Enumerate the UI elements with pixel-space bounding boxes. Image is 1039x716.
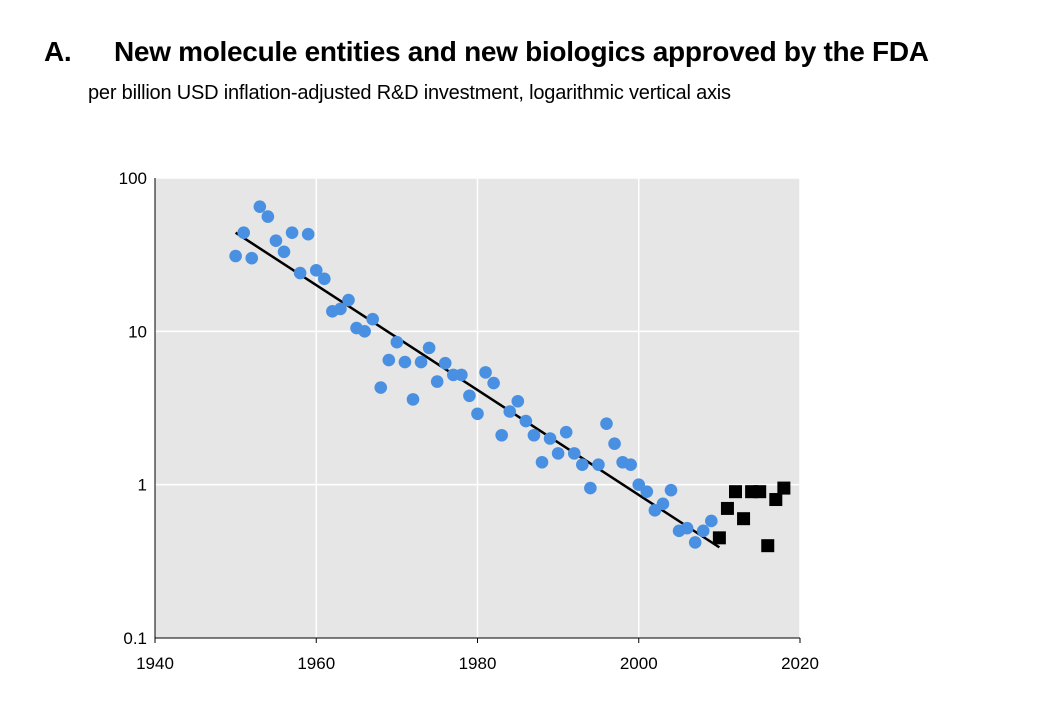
x-tick-label: 2000 [620,654,658,673]
y-tick-label: 0.1 [123,629,147,648]
trendline [234,231,721,549]
chart-subtitle: per billion USD inflation-adjusted R&D i… [88,82,731,104]
data-point-circle [576,458,589,471]
data-point-circle [463,389,476,403]
data-point-circle [705,514,718,528]
y-tick-label: 1 [138,476,147,495]
grid-lines [155,177,801,638]
data-point-circle [608,437,621,451]
data-point-circle [293,266,307,280]
data-point-circle [519,414,533,428]
data-point-circle [511,394,525,408]
data-point-circle [358,325,371,338]
data-point-square [753,485,767,499]
data-point-circle [374,381,388,394]
data-point-circle [479,366,492,379]
data-point-circle [301,227,315,241]
data-points [229,200,791,553]
data-point-circle [398,355,412,369]
data-point-circle [551,447,565,460]
data-point-circle [495,428,508,442]
data-point-circle [535,455,549,469]
data-point-circle [229,249,242,263]
data-point-circle [237,226,250,239]
data-point-square [761,539,775,553]
chart-title: A. New molecule entities and new biologic… [44,36,929,68]
data-point-circle [366,312,379,326]
data-point-circle [277,245,291,259]
x-tick-label: 1940 [136,654,174,673]
data-point-circle [527,428,541,442]
data-point-circle [430,375,444,388]
title-text: New molecule entities and new biologics … [114,36,929,67]
data-point-circle [688,536,702,549]
data-point-circle [334,302,347,316]
data-point-circle [382,353,396,367]
data-point-square [712,531,726,545]
data-point-circle [559,425,573,439]
tick-labels: 1940 1960 1980 2000 2020 0.1 1 10 100 [119,169,819,673]
data-point-circle [624,458,637,471]
data-point-circle [656,497,670,511]
y-tick-label: 100 [119,169,147,188]
data-point-square [729,485,742,499]
data-point-circle [318,272,331,286]
data-point-circle [664,483,678,497]
x-tick-label: 1960 [297,654,335,673]
data-point-circle [567,447,581,460]
data-point-circle [269,234,283,248]
data-point-circle [245,251,259,265]
axes [154,178,801,643]
data-point-circle [592,458,605,471]
data-point-circle [471,407,484,421]
y-tick-label: 10 [128,322,147,341]
data-point-circle [503,405,517,418]
data-point-circle [261,210,275,223]
data-point-circle [406,393,420,406]
data-point-square [737,512,751,526]
panel-letter: A. [44,36,72,67]
x-tick-label: 2020 [781,654,819,673]
data-point-circle [600,417,613,430]
data-point-circle [285,226,299,239]
data-point-circle [253,200,267,213]
data-point-square [720,501,734,515]
data-point-circle [680,521,694,535]
data-point-circle [640,485,654,498]
data-point-circle [342,293,355,307]
data-point-square [777,481,791,495]
data-point-circle [438,356,452,370]
data-point-circle [487,376,500,390]
data-point-square [769,493,783,507]
data-point-circle [390,335,404,349]
data-point-circle [309,264,323,277]
trendline-layer [234,231,721,549]
x-tick-label: 1980 [459,654,497,673]
data-point-circle [543,432,557,445]
data-point-circle [584,481,597,495]
data-point-circle [455,368,468,382]
data-point-circle [414,355,428,369]
data-point-circle [422,341,436,355]
data-point-circle [696,524,710,538]
